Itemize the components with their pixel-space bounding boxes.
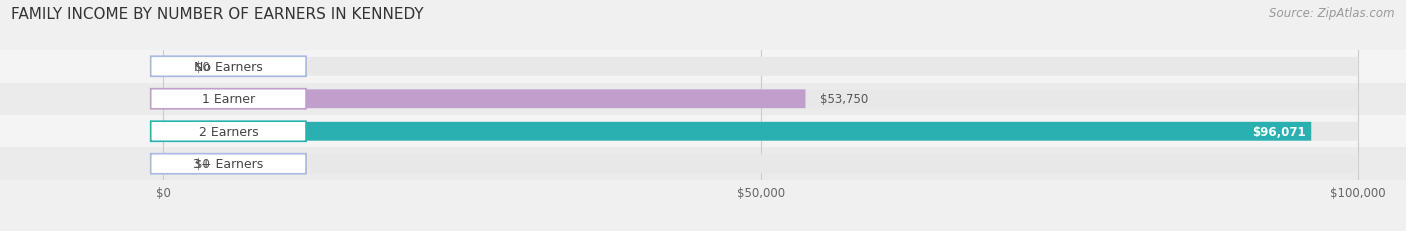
Text: FAMILY INCOME BY NUMBER OF EARNERS IN KENNEDY: FAMILY INCOME BY NUMBER OF EARNERS IN KE… <box>11 7 423 22</box>
FancyBboxPatch shape <box>163 155 1358 173</box>
FancyBboxPatch shape <box>163 155 181 173</box>
FancyBboxPatch shape <box>163 122 1358 141</box>
Text: 3+ Earners: 3+ Earners <box>193 158 263 170</box>
Bar <box>0 116 1406 148</box>
FancyBboxPatch shape <box>150 89 307 109</box>
FancyBboxPatch shape <box>163 90 806 109</box>
FancyBboxPatch shape <box>150 57 307 77</box>
Text: $96,071: $96,071 <box>1251 125 1305 138</box>
Bar <box>0 83 1406 116</box>
FancyBboxPatch shape <box>163 58 181 76</box>
Text: 2 Earners: 2 Earners <box>198 125 259 138</box>
Text: $0: $0 <box>195 158 211 170</box>
Text: $53,750: $53,750 <box>820 93 868 106</box>
Text: 1 Earner: 1 Earner <box>202 93 254 106</box>
Bar <box>0 148 1406 180</box>
FancyBboxPatch shape <box>163 90 1358 109</box>
FancyBboxPatch shape <box>150 154 307 174</box>
Text: $0: $0 <box>195 61 211 73</box>
Bar <box>0 51 1406 83</box>
FancyBboxPatch shape <box>150 122 307 142</box>
FancyBboxPatch shape <box>163 122 1312 141</box>
Text: No Earners: No Earners <box>194 61 263 73</box>
FancyBboxPatch shape <box>163 58 1358 76</box>
Text: Source: ZipAtlas.com: Source: ZipAtlas.com <box>1270 7 1395 20</box>
